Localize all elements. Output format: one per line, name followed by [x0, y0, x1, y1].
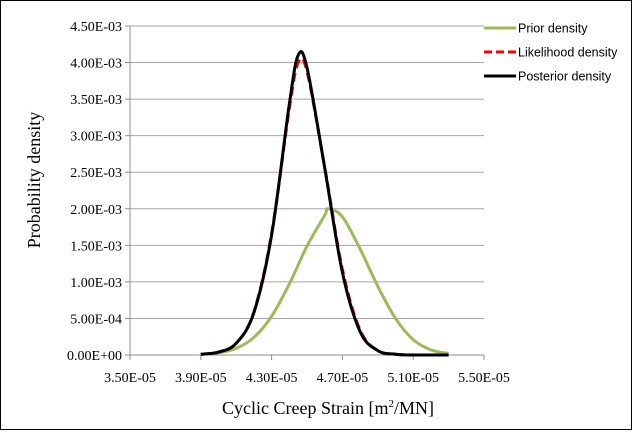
- y-tick-label-0: 0.00E+00: [67, 349, 122, 364]
- x-axis-title-main: Cyclic Creep Strain [m: [222, 398, 388, 418]
- series-line-posterior-density: [200, 50, 449, 357]
- legend-label-prior-density: Prior density: [518, 22, 588, 36]
- y-tick-label-4: 2.00E-03: [70, 203, 122, 218]
- gridlines: [130, 25, 484, 319]
- y-tick-label-8: 4.00E-03: [70, 57, 122, 72]
- y-tick-label-7: 3.50E-03: [70, 93, 122, 108]
- y-tick-label-3: 1.50E-03: [70, 239, 122, 254]
- x-axis-title-tail: /MN]: [394, 398, 434, 418]
- x-axis-title-superscript: 2: [388, 398, 394, 410]
- x-axis-title: Cyclic Creep Strain [m2/MN]: [222, 398, 434, 418]
- x-tick-label-5: 5.50E-05: [458, 371, 510, 386]
- tick-labels: 0.00E+00 5.00E-04 1.00E-03 1.50E-03 2.00E-03…: [67, 20, 510, 386]
- y-tick-label-9: 4.50E-03: [70, 20, 122, 35]
- legend-label-posterior-density: Posterior density: [518, 70, 612, 84]
- y-tick-label-2: 1.00E-03: [70, 276, 122, 291]
- series-line-prior-density: [200, 207, 449, 356]
- series-lines: [200, 50, 449, 357]
- x-tick-label-3: 4.70E-05: [317, 371, 369, 386]
- x-tick-label-0: 3.50E-05: [104, 371, 156, 386]
- y-tick-label-5: 2.50E-03: [70, 166, 122, 181]
- y-tick-label-6: 3.00E-03: [70, 130, 122, 145]
- x-tick-label-1: 3.90E-05: [175, 371, 227, 386]
- x-tick-label-4: 5.10E-05: [387, 371, 439, 386]
- y-axis-title: Probability density: [24, 112, 44, 249]
- legend-label-likelihood-density: Likelihood density: [518, 46, 618, 60]
- legend: Prior density Likelihood density Posterior…: [484, 22, 618, 84]
- x-tick-label-2: 4.30E-05: [246, 371, 298, 386]
- y-tick-label-1: 5.00E-04: [70, 312, 122, 327]
